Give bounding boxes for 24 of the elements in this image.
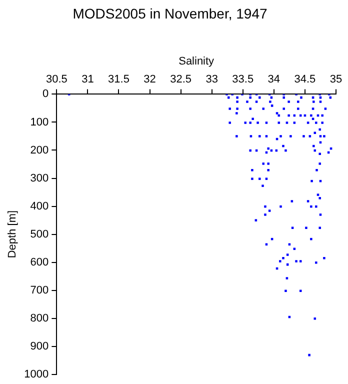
y-tick-label: 700 (30, 284, 49, 296)
chart-title: MODS2005 in November, 1947 (72, 5, 268, 22)
x-tick-label: 31 (82, 74, 94, 86)
x-tick-label: 34 (268, 74, 280, 86)
y-tick-label: 1000 (24, 368, 49, 380)
y-tick-label: 300 (30, 172, 49, 184)
x-tick-label: 32.5 (170, 74, 192, 86)
y-tick-label: 600 (30, 256, 49, 268)
y-tick-label: 900 (30, 340, 49, 352)
y-axis-title: Depth [m] (6, 210, 19, 258)
y-tick-label: 200 (30, 144, 49, 156)
x-tick-label: 33.5 (232, 74, 254, 86)
x-tick-label: 34.5 (294, 74, 316, 86)
y-tick-label: 400 (30, 200, 49, 212)
x-axis-title: Salinity (178, 55, 215, 68)
x-tick-label: 31.5 (108, 74, 130, 86)
x-tick-label: 32 (144, 74, 156, 86)
y-tick-label: 500 (30, 228, 49, 240)
x-tick-label: 30.5 (46, 74, 68, 86)
y-tick-label: 100 (30, 116, 49, 128)
y-tick-label: 800 (30, 312, 49, 324)
x-tick-label: 35 (330, 74, 342, 86)
y-tick-label: 0 (42, 88, 49, 100)
x-tick-label: 33 (206, 74, 218, 86)
